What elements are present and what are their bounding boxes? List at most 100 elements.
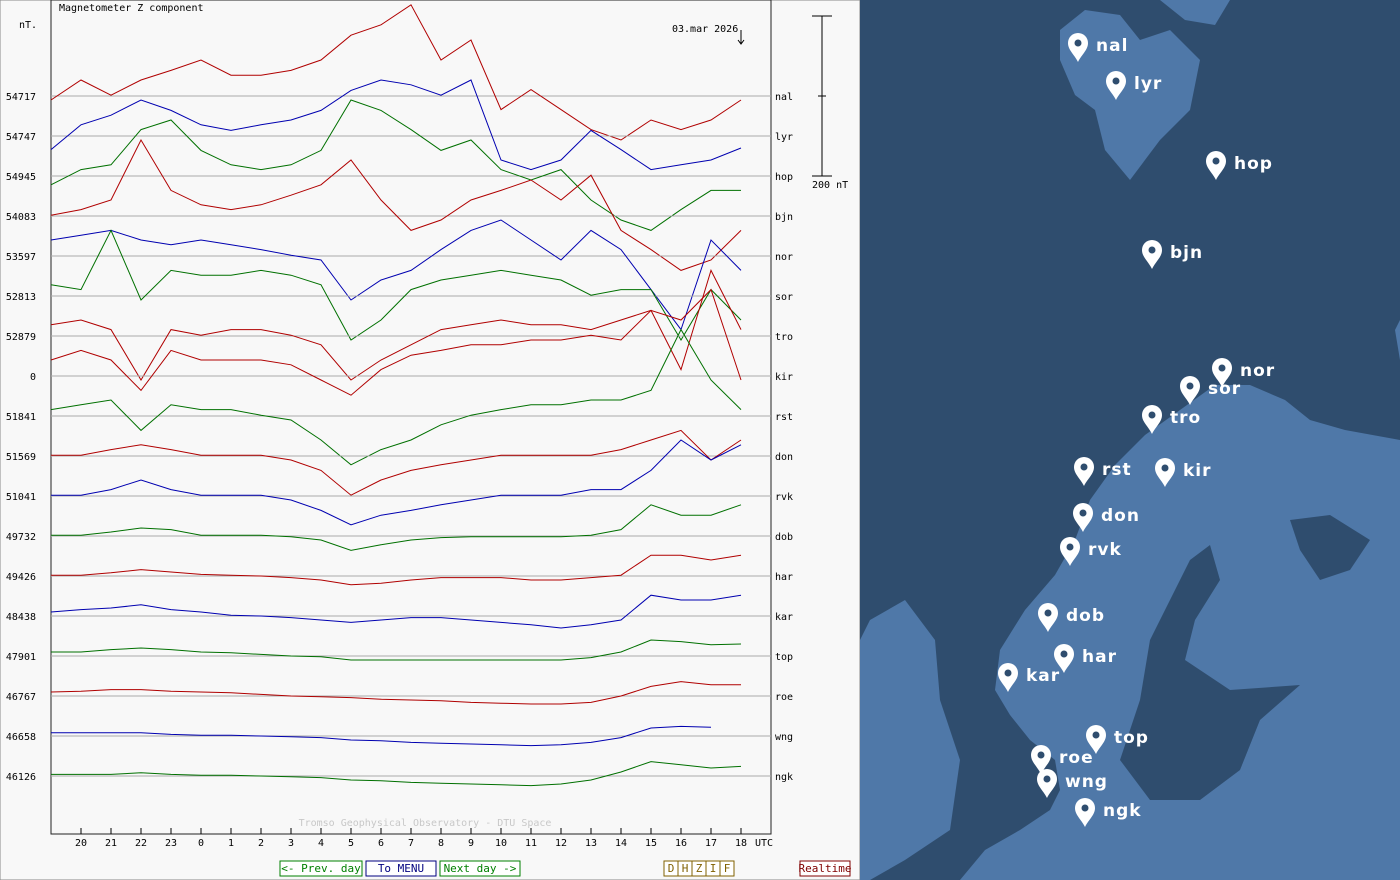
nav-button[interactable] xyxy=(279,860,363,877)
trace xyxy=(50,79,742,171)
map-pin-dot xyxy=(1044,609,1052,617)
map-station-label[interactable]: har xyxy=(1082,647,1117,667)
map-pin[interactable] xyxy=(1054,644,1074,673)
baseline-label: 54717 xyxy=(6,92,36,103)
station-label: lyr xyxy=(775,132,793,143)
map-pin[interactable] xyxy=(1142,405,1162,434)
map-station-label[interactable]: wng xyxy=(1065,772,1108,792)
station-label: dob xyxy=(775,532,793,543)
map-station-label[interactable]: rst xyxy=(1102,460,1132,480)
map-pin-dot xyxy=(1148,411,1156,419)
svalbard-north xyxy=(1160,0,1230,25)
map-station-label[interactable]: lyr xyxy=(1134,74,1162,94)
map-pin-dot xyxy=(1079,509,1087,517)
baseline-label: 51569 xyxy=(6,452,36,463)
map-pin-dot xyxy=(1218,364,1226,372)
nav-button-label[interactable]: Next day -> xyxy=(444,862,517,875)
baseline-label: 51841 xyxy=(6,412,36,423)
map-station-label[interactable]: rvk xyxy=(1088,540,1122,560)
map-pin-dot xyxy=(1004,669,1012,677)
realtime-button[interactable] xyxy=(799,860,851,877)
x-tick-label: 14 xyxy=(615,838,627,849)
map-pin-dot xyxy=(1186,382,1194,390)
map-station-label[interactable]: don xyxy=(1101,506,1140,526)
map-pin[interactable] xyxy=(1086,725,1106,754)
map-pin-dot xyxy=(1066,543,1074,551)
component-button-label[interactable]: H xyxy=(682,862,689,875)
x-tick-label: 5 xyxy=(348,838,354,849)
component-button-label[interactable]: I xyxy=(710,862,717,875)
map-pin[interactable] xyxy=(1075,798,1095,827)
map-station-label[interactable]: kir xyxy=(1183,461,1212,481)
map-pin-dot xyxy=(1148,246,1156,254)
map-pin[interactable] xyxy=(1037,769,1057,798)
component-button-label[interactable]: F xyxy=(724,862,731,875)
trace xyxy=(50,594,742,629)
map-station-label[interactable]: nal xyxy=(1096,36,1128,56)
trace xyxy=(50,328,742,466)
map-pin[interactable] xyxy=(1206,151,1226,180)
realtime-button-label[interactable]: Realtime xyxy=(799,862,852,875)
map-pin[interactable] xyxy=(1106,71,1126,100)
x-tick-label: 7 xyxy=(408,838,414,849)
map-station-label[interactable]: dob xyxy=(1066,606,1105,626)
trace xyxy=(50,269,742,381)
map-pin-dot xyxy=(1092,731,1100,739)
map-pin[interactable] xyxy=(1060,537,1080,566)
map-pin-dot xyxy=(1080,463,1088,471)
map-pin[interactable] xyxy=(1180,376,1200,405)
date-label: 03.mar 2026 xyxy=(672,24,738,35)
map-pin-dot xyxy=(1081,804,1089,812)
station-label: rvk xyxy=(775,492,793,503)
map-station-label[interactable]: sor xyxy=(1208,379,1241,399)
map-station-label[interactable]: top xyxy=(1114,728,1149,748)
britain xyxy=(860,600,960,880)
map-pin[interactable] xyxy=(1155,458,1175,487)
x-tick-label: 21 xyxy=(105,838,117,849)
map-pin-dot xyxy=(1074,39,1082,47)
map-station-label[interactable]: hop xyxy=(1234,154,1273,174)
map-pin-dot xyxy=(1161,464,1169,472)
map-station-label[interactable]: kar xyxy=(1026,666,1060,686)
nav-button-label[interactable]: To MENU xyxy=(378,862,424,875)
map-pin[interactable] xyxy=(1074,457,1094,486)
map-pin[interactable] xyxy=(1142,240,1162,269)
nav-button[interactable] xyxy=(439,860,521,877)
map-pin-dot xyxy=(1212,157,1220,165)
station-label: nal xyxy=(775,92,793,103)
x-tick-label: 9 xyxy=(468,838,474,849)
map-station-label[interactable]: ngk xyxy=(1103,801,1142,821)
map-pin[interactable] xyxy=(998,663,1018,692)
nav-button[interactable] xyxy=(365,860,437,877)
map-pin[interactable] xyxy=(1038,603,1058,632)
x-tick-label: 3 xyxy=(288,838,294,849)
baseline-label: 47901 xyxy=(6,652,36,663)
map-pin[interactable] xyxy=(1073,503,1093,532)
map-station-label[interactable]: roe xyxy=(1059,748,1094,768)
nav-button-label[interactable]: <- Prev. day xyxy=(281,862,361,875)
map-station-label[interactable]: tro xyxy=(1170,408,1201,428)
x-tick-label: 18 xyxy=(735,838,747,849)
component-button[interactable] xyxy=(719,860,735,877)
svalbard xyxy=(1060,10,1200,180)
trace xyxy=(50,138,742,271)
scale-bar-label: 200 nT xyxy=(812,180,848,191)
map-pin[interactable] xyxy=(1031,745,1051,774)
map-station-label[interactable]: nor xyxy=(1240,361,1275,381)
map-pin[interactable] xyxy=(1068,33,1088,62)
x-tick-label: 20 xyxy=(75,838,87,849)
baseline-label: 49426 xyxy=(6,572,36,583)
baseline-label: 0 xyxy=(30,372,36,383)
x-tick-label: 12 xyxy=(555,838,567,849)
map-pin[interactable] xyxy=(1212,358,1232,387)
x-tick-label: 0 xyxy=(198,838,204,849)
trace xyxy=(51,554,742,586)
trace xyxy=(50,219,742,331)
map-station-label[interactable]: bjn xyxy=(1170,243,1203,263)
scale-bar xyxy=(812,15,832,177)
component-button-label[interactable]: D xyxy=(668,862,675,875)
component-button-label[interactable]: Z xyxy=(696,862,703,875)
station-label: kir xyxy=(775,372,793,383)
